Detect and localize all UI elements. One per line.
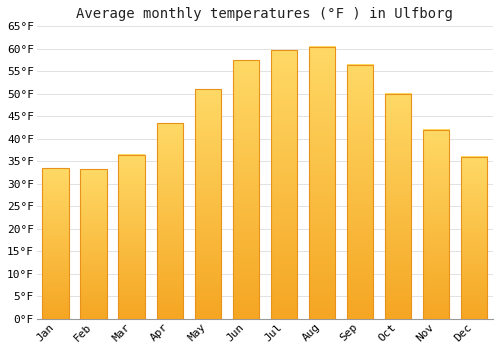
Bar [80, 169, 107, 319]
Bar [460, 157, 487, 319]
Bar [156, 123, 183, 319]
Bar [422, 130, 450, 319]
Bar [308, 47, 335, 319]
Bar [232, 60, 259, 319]
Bar [384, 94, 411, 319]
Title: Average monthly temperatures (°F ) in Ulfborg: Average monthly temperatures (°F ) in Ul… [76, 7, 454, 21]
Bar [270, 50, 297, 319]
Bar [42, 168, 69, 319]
Bar [346, 64, 374, 319]
Bar [194, 89, 221, 319]
Bar [118, 155, 145, 319]
